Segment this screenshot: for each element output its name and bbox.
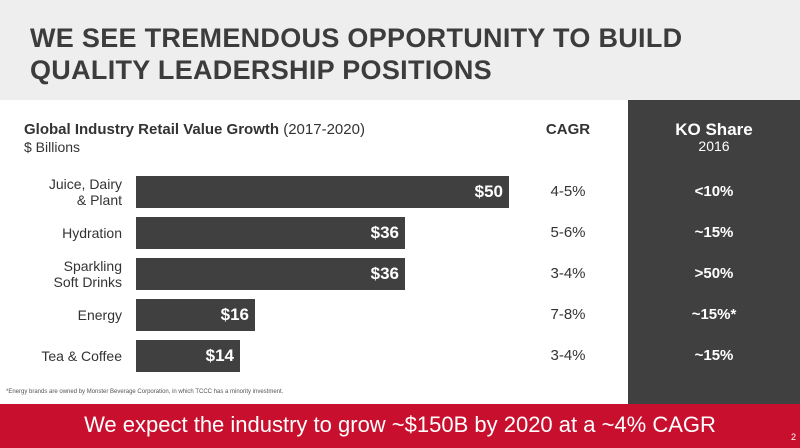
bar-value-label: $36	[370, 264, 399, 283]
category-label-line: Hydration	[62, 225, 122, 241]
chart-unit: $ Billions	[24, 139, 81, 155]
ko-share-value: ~15%*	[691, 306, 737, 323]
category-label-line: Juice, Dairy	[48, 176, 122, 192]
category-label: Hydration	[10, 225, 122, 241]
bar-value-label: $50	[474, 182, 503, 201]
bar-value-label: $14	[205, 346, 234, 365]
category-label-line: Sparkling	[63, 258, 122, 274]
bar-value-label: $36	[370, 223, 399, 242]
category-label: Tea & Coffee	[10, 348, 122, 364]
category-label: Sparkling Soft Drinks	[10, 258, 122, 290]
footer-banner: We expect the industry to grow ~$150B by…	[0, 404, 800, 448]
cagr-value: 3-4%	[550, 265, 586, 282]
header-band	[0, 0, 800, 100]
chart-title-main: Global Industry Retail Value Growth	[24, 121, 280, 138]
page-number: 2	[790, 432, 796, 442]
ko-share-panel	[628, 100, 800, 404]
cagr-value: 7-8%	[550, 306, 586, 323]
bar-value-label: $16	[220, 305, 249, 324]
cagr-header: CAGR	[545, 121, 591, 138]
ko-share-year: 2016	[698, 138, 730, 154]
category-label-line: Soft Drinks	[53, 274, 122, 290]
footer-message: We expect the industry to grow ~$150B by…	[84, 412, 716, 437]
cagr-value: 5-6%	[550, 224, 586, 241]
bar: $50	[136, 176, 509, 208]
category-label: Energy	[10, 307, 122, 323]
bar: $16	[136, 299, 255, 331]
category-label-line: Tea & Coffee	[41, 348, 122, 364]
cagr-value: 4-5%	[550, 183, 586, 200]
ko-share-value: <10%	[694, 183, 734, 200]
chart-title-period: (2017-2020)	[283, 121, 365, 138]
chart-title: Global Industry Retail Value Growth (201…	[24, 121, 365, 138]
category-label-line: & Plant	[76, 192, 122, 208]
category-label-line: Energy	[77, 307, 122, 323]
ko-share-value: >50%	[694, 265, 734, 282]
footnote: *Energy brands are owned by Monster Beve…	[6, 389, 284, 395]
bar: $36	[136, 217, 405, 249]
cagr-value: 3-4%	[550, 347, 586, 364]
category-label: Juice, Dairy & Plant	[10, 176, 122, 208]
ko-share-value: ~15%	[694, 347, 734, 364]
page-title: WE SEE TREMENDOUS OPPORTUNITY TO BUILD Q…	[30, 23, 683, 85]
bar: $36	[136, 258, 405, 290]
ko-share-header: KO Share	[675, 120, 753, 139]
ko-share-value: ~15%	[694, 224, 734, 241]
bar: $14	[136, 340, 240, 372]
